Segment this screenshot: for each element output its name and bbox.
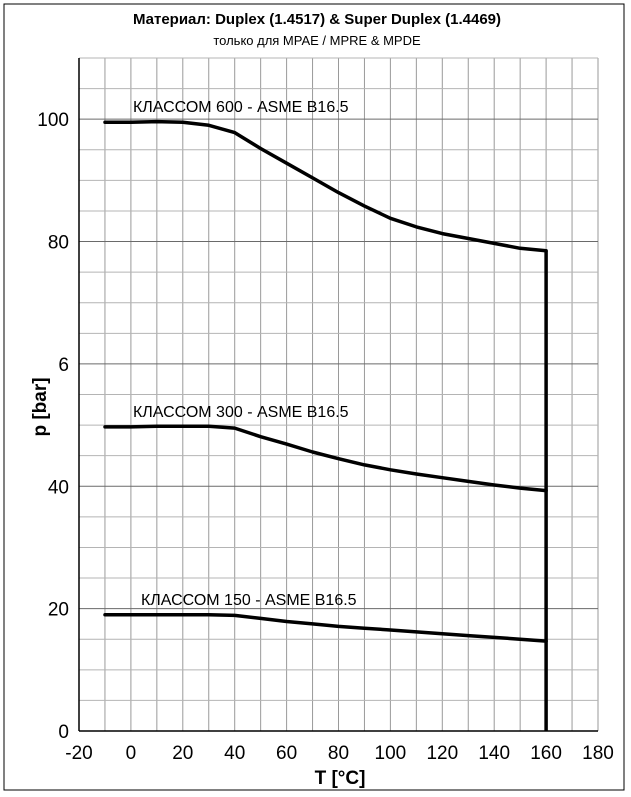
x-tick-label: 140 [478,743,510,764]
series-line [103,119,548,253]
chart-subtitle: только для MPAE / MPRE & MPDE [213,33,421,48]
series-label: КЛАССОМ 300 - ASME B16.5 [133,404,349,421]
x-tick-label: 40 [224,743,245,764]
x-tick-label: 120 [426,743,458,764]
chart-title: Материал: Duplex (1.4517) & Super Duplex… [133,11,501,28]
series-line [103,424,548,493]
y-axis-title: p [bar] [30,377,51,436]
series-group [103,119,548,731]
x-tick-label: 180 [582,743,614,764]
axes [78,58,598,732]
y-tick-label: 0 [58,722,69,743]
x-tick-label: 0 [126,743,137,764]
x-tick-label: -20 [65,743,92,764]
series-label: КЛАССОМ 600 - ASME B16.5 [133,99,349,116]
x-tick-label: 100 [375,743,407,764]
y-tick-label: 6 [58,355,69,376]
y-tick-label: 20 [48,600,69,621]
labels: Материал: Duplex (1.4517) & Super Duplex… [30,11,614,789]
x-axis-title: T [°C] [315,768,366,789]
grid [78,57,599,732]
y-tick-label: 100 [37,110,69,131]
y-tick-label: 40 [48,477,69,498]
chart-border [3,3,625,791]
x-tick-label: 60 [276,743,297,764]
x-tick-label: 160 [530,743,562,764]
y-tick-label: 80 [48,233,69,254]
x-tick-label: 20 [172,743,193,764]
x-tick-label: 80 [328,743,349,764]
series-label: КЛАССОМ 150 - ASME B16.5 [141,592,357,609]
series-line [103,613,548,643]
